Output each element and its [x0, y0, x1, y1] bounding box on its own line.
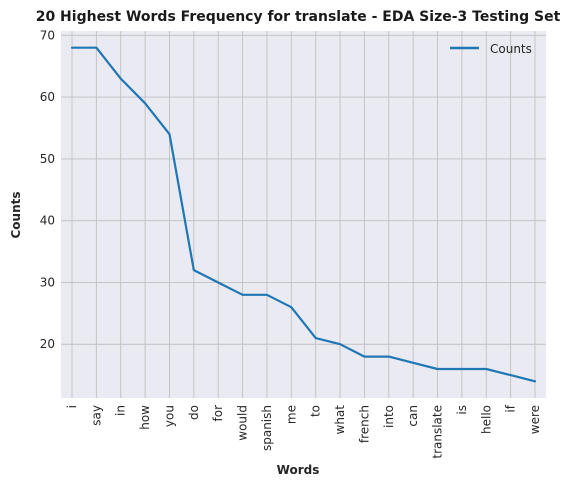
y-tick-labels: 20 30 40 50 60 70 — [40, 28, 55, 351]
y-tick-label: 30 — [40, 275, 55, 289]
x-tick-label: how — [138, 405, 152, 430]
legend: Counts — [450, 42, 532, 56]
series-lines — [70, 46, 537, 383]
x-gridlines — [71, 31, 536, 398]
x-tick-label: to — [309, 405, 323, 417]
y-gridlines — [61, 34, 546, 345]
legend-label: Counts — [490, 42, 532, 56]
series-line — [70, 46, 537, 383]
plot-area — [61, 31, 546, 398]
y-tick-label: 60 — [40, 90, 55, 104]
y-axis-title: Counts — [9, 191, 23, 238]
x-tick-label: were — [528, 405, 542, 434]
x-tick-label: in — [114, 405, 128, 416]
x-tick-labels: i say in how you do for would spanish me to what fre… — [65, 404, 542, 458]
x-tick-label: can — [406, 405, 420, 427]
x-tick-label: hello — [479, 405, 493, 434]
x-tick-label: you — [162, 405, 176, 427]
x-tick-label: would — [236, 405, 250, 441]
x-tick-label: into — [382, 405, 396, 428]
x-tick-label: is — [455, 405, 469, 415]
y-tick-label: 40 — [40, 214, 55, 228]
x-tick-label: what — [333, 405, 347, 435]
x-tick-label: do — [187, 405, 201, 420]
chart-title: 20 Highest Words Frequency for translate… — [36, 9, 561, 25]
y-tick-label: 70 — [40, 28, 55, 42]
x-tick-label: for — [211, 405, 225, 422]
x-tick-label: i — [65, 405, 79, 408]
x-tick-label: say — [89, 405, 103, 426]
x-tick-label: spanish — [260, 405, 274, 451]
x-tick-label: if — [504, 404, 518, 412]
x-tick-label: french — [357, 405, 371, 443]
x-tick-label: me — [284, 405, 298, 424]
x-tick-label: translate — [431, 405, 445, 459]
x-axis-title: Words — [277, 463, 320, 477]
y-tick-label: 50 — [40, 152, 55, 166]
y-tick-label: 20 — [40, 337, 55, 351]
